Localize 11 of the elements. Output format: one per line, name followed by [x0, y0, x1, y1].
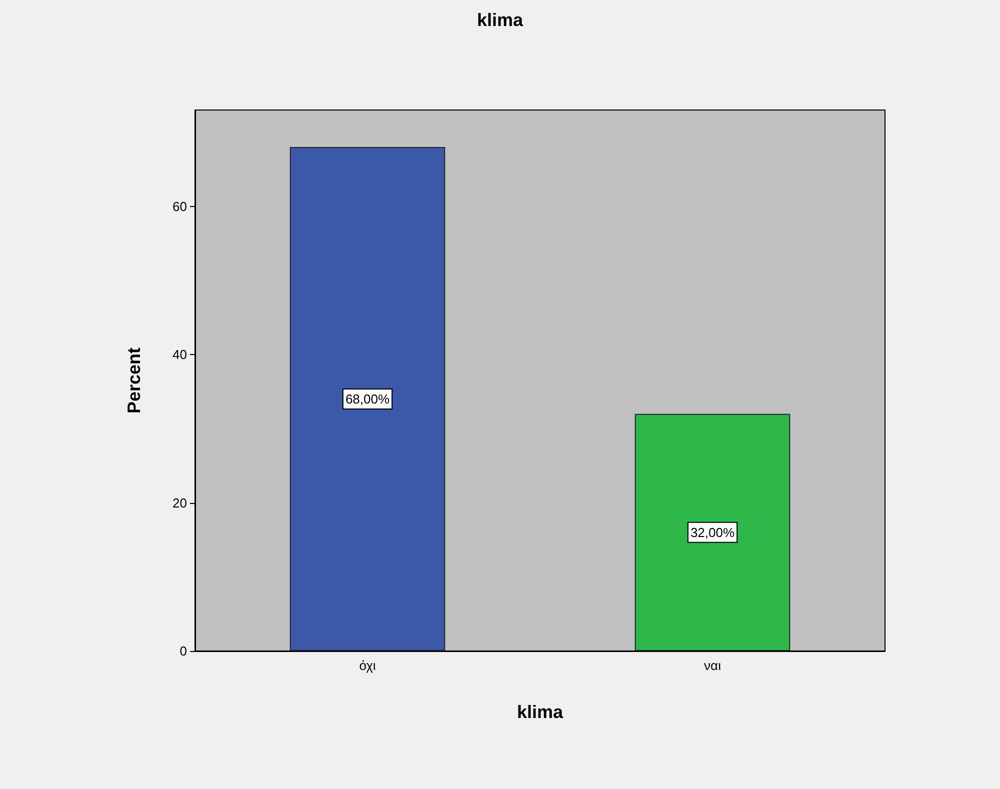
x-tick-label: όχι [359, 658, 376, 673]
y-tick-label: 60 [172, 198, 187, 214]
data-label: 68,00% [345, 392, 390, 407]
chart-title: klima [476, 10, 524, 30]
data-label: 32,00% [690, 524, 735, 540]
x-axis-title: klima [516, 702, 564, 722]
y-axis-title: Percent [124, 347, 144, 414]
x-tick-label: ναι [704, 658, 722, 673]
y-tick-label: 0 [180, 644, 187, 658]
y-tick-label: 20 [172, 495, 187, 510]
y-tick-label: 40 [172, 347, 187, 362]
